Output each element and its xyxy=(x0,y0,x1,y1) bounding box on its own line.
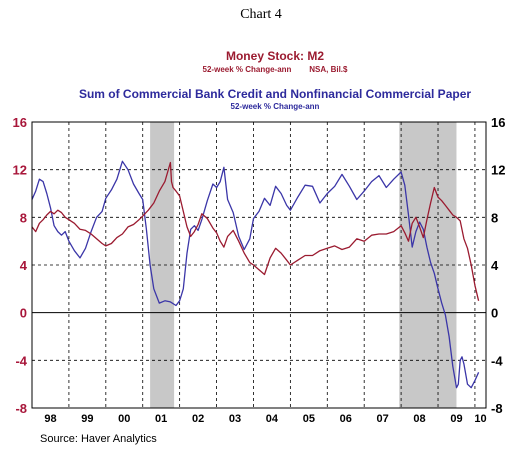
x-tick-label: 98 xyxy=(44,413,56,425)
x-tick-label: 04 xyxy=(266,413,279,425)
recession-band-1 xyxy=(150,122,175,408)
x-tick-label: 09 xyxy=(450,413,462,425)
y-tick-left: 0 xyxy=(20,306,27,321)
series1-title: Money Stock: M2 xyxy=(226,49,324,63)
x-tick-label: 07 xyxy=(377,413,389,425)
y-tick-right: 4 xyxy=(491,258,499,273)
source-note: Source: Haver Analytics xyxy=(40,433,157,445)
x-tick-label: 05 xyxy=(303,413,315,425)
y-tick-left: 8 xyxy=(20,210,27,225)
plot-frame xyxy=(31,121,487,409)
series1-subtitle: 52-week % Change-ann NSA, Bil.$ xyxy=(203,65,348,74)
y-tick-right: -8 xyxy=(491,401,503,416)
series2-title: Sum of Commercial Bank Credit and Nonfin… xyxy=(79,87,471,101)
x-tick-label: 03 xyxy=(229,413,241,425)
x-tick-label: 01 xyxy=(155,413,167,425)
x-tick-label: 02 xyxy=(192,413,204,425)
y-tick-left: -8 xyxy=(15,401,27,416)
chart-number: Chart 4 xyxy=(240,7,282,22)
x-tick-label: 00 xyxy=(118,413,130,425)
y-tick-left: 12 xyxy=(13,163,27,178)
m2-line xyxy=(31,161,480,301)
y-tick-right: 12 xyxy=(491,163,505,178)
x-tick-label: 99 xyxy=(81,413,93,425)
y-tick-left: 4 xyxy=(20,258,28,273)
series-lines-group xyxy=(31,160,480,389)
gridlines-group xyxy=(32,122,486,408)
y-tick-left: 16 xyxy=(13,115,27,130)
y-tick-left: -4 xyxy=(15,353,27,368)
x-tick-label: 10 xyxy=(474,413,486,425)
y-tick-right: 0 xyxy=(491,306,498,321)
credit-line xyxy=(31,160,480,389)
y-tick-labels-group: 16 16 12 12 8 8 4 4 0 0 -4 -4 -8 -8 xyxy=(13,115,506,416)
x-tick-label: 08 xyxy=(413,413,425,425)
y-tick-right: 8 xyxy=(491,210,498,225)
series2-subtitle: 52-week % Change-ann xyxy=(231,102,320,111)
y-tick-right: 16 xyxy=(491,115,505,130)
y-tick-right: -4 xyxy=(491,353,503,368)
x-tick-label: 06 xyxy=(340,413,352,425)
x-tick-labels-group: 98 99 00 01 02 03 04 05 06 07 08 09 10 xyxy=(44,413,486,425)
